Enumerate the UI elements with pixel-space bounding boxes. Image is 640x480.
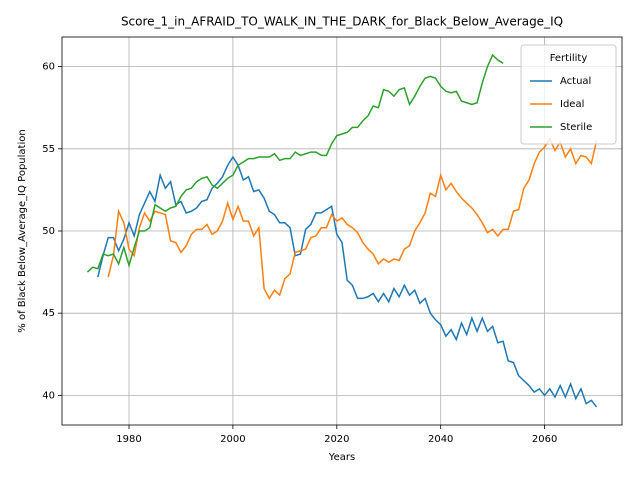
legend-box xyxy=(520,44,617,145)
x-tick-label: 2040 xyxy=(428,434,453,445)
x-axis-label: Years xyxy=(328,452,355,463)
y-tick-label: 60 xyxy=(42,62,55,73)
x-tick-label: 1980 xyxy=(116,434,141,445)
y-tick-label: 50 xyxy=(42,226,55,237)
line-series xyxy=(107,137,598,300)
line-series xyxy=(97,155,598,408)
y-axis-label: % of Black Below_Average_IQ Population xyxy=(17,129,28,332)
y-tick-label: 45 xyxy=(42,308,55,319)
x-tick-label: 2060 xyxy=(532,434,557,445)
chart-title: Score_1_in_AFRAID_TO_WALK_IN_THE_DARK_fo… xyxy=(121,15,563,29)
line-series xyxy=(86,53,504,273)
legend-title: Fertility xyxy=(550,53,588,64)
legend-label: Actual xyxy=(560,76,591,87)
axes-frame xyxy=(61,36,623,426)
x-tick-label: 2020 xyxy=(324,434,349,445)
y-tick-label: 40 xyxy=(42,390,55,401)
legend-label: Ideal xyxy=(560,99,584,110)
legend-label: Sterile xyxy=(560,122,592,133)
y-tick-label: 55 xyxy=(42,144,55,155)
x-tick-label: 2000 xyxy=(220,434,245,445)
